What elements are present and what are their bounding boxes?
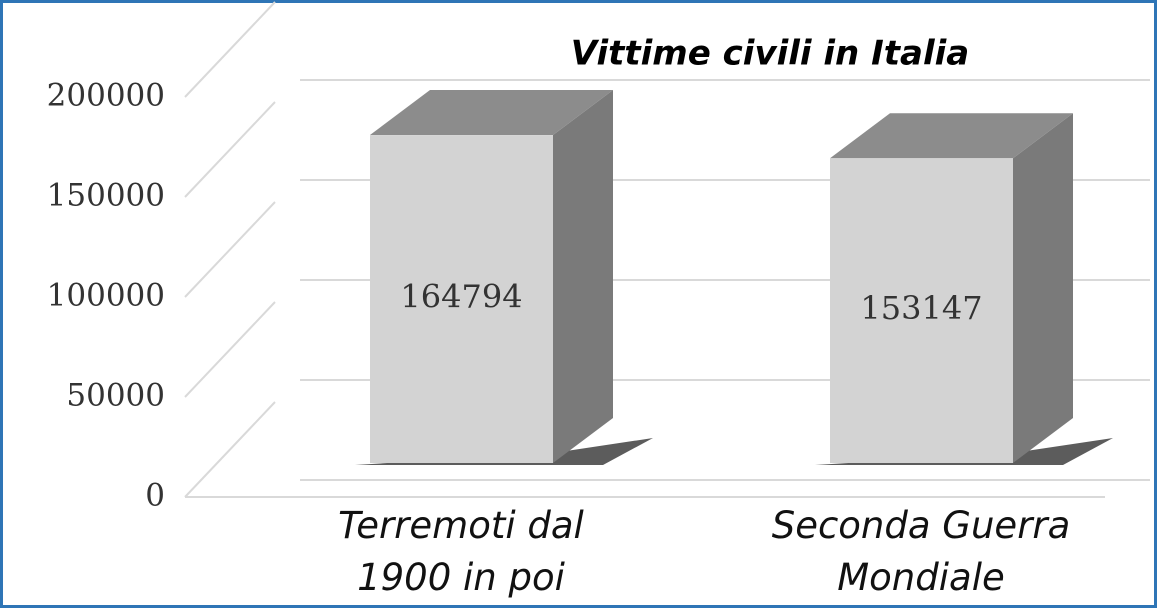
bar-shadow — [815, 438, 1113, 465]
bar — [830, 158, 1013, 463]
bar-top — [370, 90, 613, 136]
chart-title: Vittime civili in Italia — [571, 34, 969, 74]
bar — [370, 135, 553, 463]
data-label: 153147 — [860, 289, 982, 327]
bar-shadow — [355, 438, 653, 465]
bar-side — [553, 90, 613, 463]
x-tick-label: Terremoti dal 1900 in poi — [338, 504, 584, 599]
x-tick-label: Seconda Guerra Mondiale — [771, 504, 1071, 599]
y-tick-label: 50000 — [66, 378, 165, 414]
bar-top — [830, 113, 1073, 159]
data-label: 164794 — [400, 278, 522, 316]
y-tick-label: 200000 — [47, 78, 165, 114]
bar-side — [1013, 113, 1073, 463]
y-tick-label: 0 — [145, 478, 165, 514]
grid-line — [184, 401, 1150, 498]
y-tick-label: 100000 — [47, 278, 165, 314]
grid-line — [184, 1, 1150, 98]
y-tick-label: 150000 — [47, 178, 165, 214]
